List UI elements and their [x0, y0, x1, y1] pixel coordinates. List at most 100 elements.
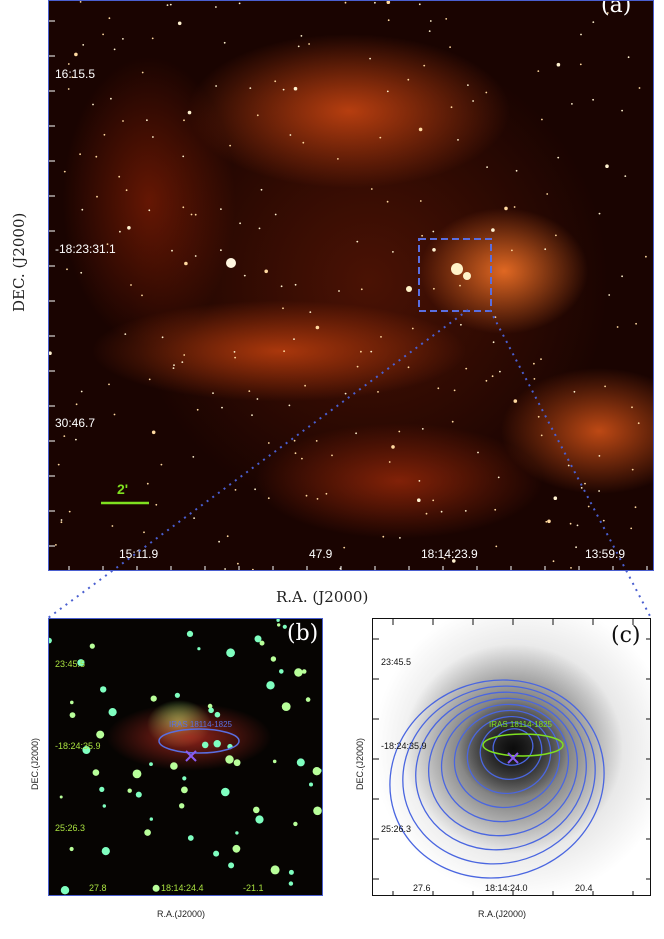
- star: [141, 294, 143, 297]
- star: [144, 829, 151, 836]
- star: [274, 80, 277, 83]
- star: [182, 206, 185, 209]
- star: [182, 155, 185, 158]
- frame-ticks: [49, 20, 648, 570]
- star: [143, 531, 145, 534]
- star: [379, 136, 382, 139]
- star: [432, 230, 435, 233]
- star: [106, 243, 109, 246]
- star: [119, 230, 121, 233]
- star: [576, 524, 579, 527]
- star: [587, 505, 590, 508]
- star: [540, 434, 543, 437]
- star: [547, 519, 551, 524]
- source-cross-c: [507, 752, 519, 764]
- star: [146, 482, 149, 485]
- star: [537, 415, 540, 418]
- star: [592, 21, 595, 23]
- star: [81, 208, 84, 211]
- star: [181, 361, 184, 363]
- star: [369, 57, 371, 60]
- star: [602, 519, 605, 522]
- star: [343, 546, 346, 549]
- star: [254, 635, 262, 643]
- star: [398, 430, 401, 433]
- star: [233, 351, 236, 353]
- star: [432, 499, 435, 502]
- star: [218, 540, 221, 543]
- star: [171, 249, 173, 252]
- star: [606, 12, 609, 14]
- star: [74, 52, 78, 57]
- star: [148, 209, 151, 212]
- star: [213, 740, 221, 748]
- bright-star: [406, 286, 412, 292]
- star: [212, 392, 214, 394]
- star: [494, 508, 497, 511]
- star: [152, 884, 160, 892]
- star: [552, 560, 555, 563]
- contour: [453, 709, 561, 809]
- star: [440, 510, 443, 513]
- panel-b-xlabel: R.A.(J2000): [157, 909, 206, 919]
- star: [196, 408, 199, 411]
- star: [183, 354, 186, 356]
- star: [360, 350, 362, 353]
- panel-b-overlay: [49, 619, 322, 895]
- star: [264, 269, 268, 274]
- star: [77, 659, 85, 667]
- star: [451, 420, 454, 423]
- star: [122, 120, 124, 122]
- star: [125, 189, 128, 192]
- panel-b-image: 23:45.5 -18:24:35.9 25:26.3 27.8 18:14:2…: [48, 618, 323, 896]
- star: [68, 510, 71, 513]
- star: [380, 336, 382, 338]
- star: [631, 406, 633, 409]
- star: [418, 3, 421, 6]
- star: [228, 862, 235, 869]
- star: [95, 155, 98, 158]
- star: [459, 284, 461, 287]
- star: [540, 358, 542, 360]
- star: [304, 384, 306, 387]
- star: [580, 33, 582, 36]
- star: [70, 700, 74, 705]
- star: [108, 383, 110, 386]
- star: [92, 769, 100, 776]
- star: [80, 390, 83, 393]
- star: [302, 141, 305, 144]
- star: [213, 850, 220, 857]
- star: [598, 455, 601, 457]
- star: [59, 795, 63, 799]
- star: [184, 261, 188, 266]
- star: [194, 213, 197, 216]
- star: [580, 487, 583, 489]
- panel-c-xlabel: R.A.(J2000): [478, 909, 527, 919]
- star: [449, 46, 451, 48]
- star: [132, 769, 142, 779]
- star: [485, 91, 488, 94]
- source-cross: [185, 750, 197, 762]
- star: [407, 78, 410, 81]
- star: [82, 44, 85, 46]
- star: [579, 63, 582, 66]
- star-field: [49, 1, 647, 570]
- star: [253, 806, 260, 814]
- star: [630, 527, 633, 530]
- star: [208, 707, 214, 714]
- star: [256, 398, 259, 400]
- panel-c-ylabel: DEC.(J2000): [355, 737, 365, 790]
- star: [234, 356, 237, 359]
- star: [315, 440, 318, 442]
- star: [251, 414, 253, 416]
- star: [221, 406, 223, 409]
- star: [197, 647, 201, 651]
- star: [417, 498, 421, 503]
- contour-lines: [389, 679, 605, 879]
- star: [69, 846, 74, 852]
- star: [252, 568, 254, 570]
- b-iras-label: IRAS 18114-1825: [169, 720, 233, 729]
- star: [573, 390, 576, 393]
- star: [63, 170, 66, 173]
- star: [234, 489, 237, 491]
